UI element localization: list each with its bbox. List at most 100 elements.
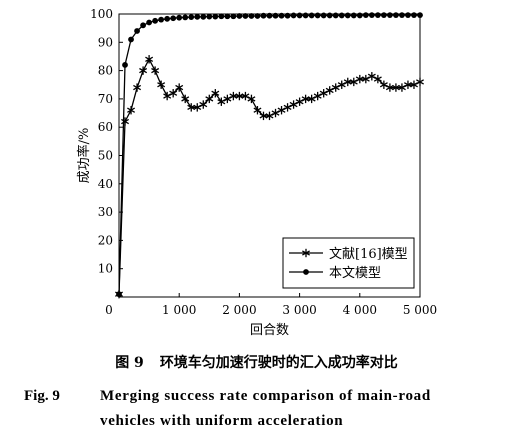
series-1-point: [121, 117, 129, 126]
series-2-point: [260, 12, 267, 19]
series-2-point: [368, 12, 375, 19]
success-rate-chart: 10 20 30 40 50 60 70 80 90 100 0 1 000 2 000 3 000 4 0…: [76, 7, 437, 338]
series-2-point: [332, 12, 339, 19]
series-2-point: [188, 14, 195, 21]
series-1-point: [157, 80, 166, 89]
asterisk-stroke: [133, 84, 142, 91]
x-tick-label: 4 000: [343, 303, 377, 317]
series-2-point: [212, 13, 219, 20]
caption-cn-text: 环境车匀加速行驶时的汇入成功率对比: [159, 355, 398, 371]
legend-marker-asterisk: [302, 248, 310, 258]
series-1-point: [277, 106, 286, 115]
asterisk-stroke: [175, 84, 184, 91]
series-1-point: [181, 94, 190, 104]
asterisk-stroke: [181, 96, 190, 102]
series-1-point: [211, 89, 220, 98]
series-1-point: [319, 89, 328, 98]
asterisk-stroke: [241, 93, 250, 99]
series-2-point: [200, 13, 207, 20]
asterisk-stroke: [373, 76, 382, 82]
series-1-point: [337, 80, 346, 89]
series-2-point: [320, 12, 327, 19]
series-2-point: [254, 13, 261, 19]
series-2-point: [230, 13, 237, 20]
series-1-point: [169, 89, 178, 98]
figure-caption-cn: 图 9 环境车匀加速行驶时的汇入成功率对比: [0, 352, 513, 372]
x-tick-label: 1 000: [162, 303, 196, 317]
series-2-point: [242, 13, 249, 19]
series-2-point: [218, 13, 225, 20]
series-2-point: [158, 16, 165, 23]
series-1-point: [223, 94, 232, 104]
legend-label: 文献[16]模型: [329, 247, 408, 262]
series-2-point: [344, 12, 351, 19]
asterisk-stroke: [253, 107, 262, 113]
series-2-point: [411, 12, 417, 19]
series-1-point: [127, 106, 136, 115]
series-2-point: [338, 12, 345, 19]
asterisk-stroke: [367, 73, 376, 79]
legend-label: 本文模型: [329, 266, 381, 281]
x-tick-label: 3 000: [282, 303, 316, 317]
asterisk-stroke: [169, 90, 178, 96]
asterisk-stroke: [151, 67, 160, 74]
series-1-point: [175, 83, 184, 92]
series-1-point: [145, 55, 154, 64]
series-2-point: [356, 12, 363, 19]
x-tick-label: 0: [105, 303, 113, 317]
series-2-point: [314, 12, 321, 19]
series-2-point: [326, 12, 333, 19]
caption-en-number: Fig. 9: [24, 388, 60, 404]
series-2-point: [134, 28, 140, 34]
series-2-point: [380, 12, 387, 19]
asterisk-stroke: [211, 90, 220, 96]
series-2-point: [296, 12, 303, 19]
series-2-point: [224, 13, 231, 20]
series-2-point: [393, 12, 399, 19]
asterisk-stroke: [379, 82, 388, 88]
series-1-point: [289, 100, 298, 109]
series-2-point: [206, 13, 213, 20]
legend-box: [282, 237, 415, 289]
series-2-point: [350, 12, 357, 19]
caption-en-line1: Merging success rate comparison of main-…: [100, 388, 431, 404]
series-1-point: [139, 66, 148, 75]
asterisk-stroke: [127, 107, 136, 113]
series-1-point: [199, 100, 208, 109]
series-1-point: [373, 74, 382, 84]
series-1-point: [283, 103, 292, 112]
series-1-point: [295, 97, 304, 106]
series-2-point: [194, 13, 201, 20]
series-2-point: [399, 12, 405, 19]
series-2-point: [278, 12, 285, 19]
series-2-point: [128, 36, 134, 43]
legend: [282, 237, 415, 289]
series-2-point: [182, 14, 189, 21]
series-2-point: [116, 291, 122, 298]
series-2-point: [266, 12, 273, 19]
series-1-point: [151, 66, 160, 75]
series-2-point: [236, 13, 243, 19]
series-2-point: [164, 15, 171, 22]
series-2-point: [248, 13, 255, 19]
y-tick-label: 100: [90, 7, 113, 21]
series-2-point: [146, 19, 153, 26]
series-1-point: [205, 94, 214, 104]
caption-cn-number: 图 9: [115, 355, 144, 371]
series-2-point: [362, 12, 369, 19]
asterisk-stroke: [157, 82, 166, 88]
y-tick-label: 70: [98, 92, 113, 106]
series-2-point: [122, 62, 128, 68]
y-axis-label: 成功率/%: [76, 128, 92, 184]
series-2-point: [308, 12, 315, 19]
series-1-point: [331, 83, 340, 92]
y-tick-label: 50: [98, 149, 113, 163]
series-2-point: [302, 12, 309, 19]
series-2-point: [176, 14, 183, 21]
series-2-point: [272, 12, 279, 19]
series-1-point: [271, 108, 280, 118]
y-tick-label: 60: [98, 120, 113, 134]
asterisk-stroke: [416, 79, 424, 85]
y-tick-label: 40: [98, 177, 113, 191]
series-1-point: [367, 72, 376, 81]
